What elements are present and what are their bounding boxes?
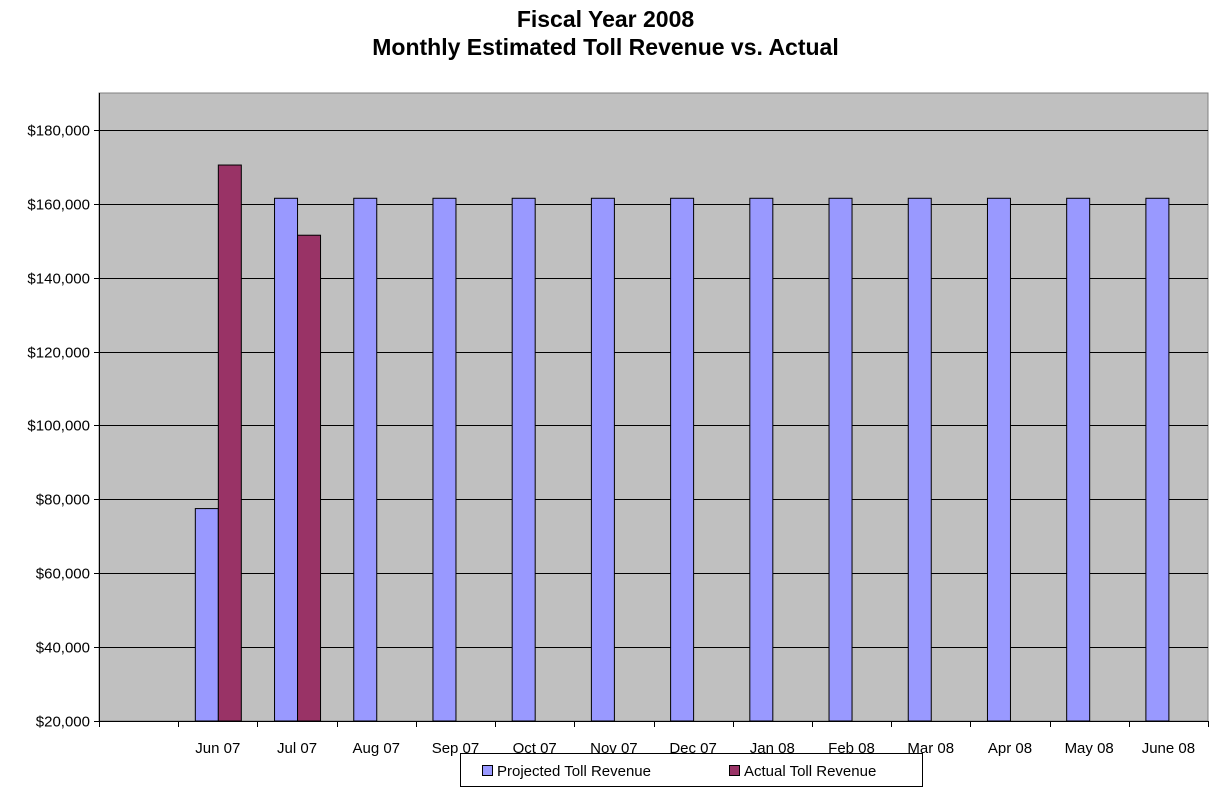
x-tick-label: May 08 xyxy=(1065,740,1114,757)
x-tick-label: Oct 07 xyxy=(513,740,557,757)
y-tick-label: $60,000 xyxy=(36,566,90,583)
bar xyxy=(194,508,219,722)
chart-title: Fiscal Year 2008 xyxy=(516,6,695,32)
legend-swatch xyxy=(482,765,493,776)
x-tick-label: Jul 07 xyxy=(277,740,317,757)
y-tick-label: $100,000 xyxy=(27,418,90,435)
y-tick-label: $40,000 xyxy=(36,640,90,657)
x-tick-label: Dec 07 xyxy=(669,740,717,757)
bar xyxy=(274,197,299,722)
bar xyxy=(353,197,378,722)
bar xyxy=(907,197,932,722)
x-tick-label: Jan 08 xyxy=(750,740,795,757)
bar xyxy=(1145,197,1170,722)
y-tick-label: $140,000 xyxy=(27,271,90,288)
legend-label: Projected Toll Revenue xyxy=(497,763,651,780)
axes: $20,000 $40,000 $60,000 $80,000 $100,000 $120… xyxy=(27,93,1209,757)
legend-label: Actual Toll Revenue xyxy=(744,763,876,780)
x-tick-label: Feb 08 xyxy=(828,740,875,757)
bar xyxy=(590,197,615,722)
bar xyxy=(217,164,242,722)
legend: Projected Toll Revenue Actual Toll Revenu… xyxy=(460,753,923,787)
bar xyxy=(828,197,853,722)
x-tick-label: June 08 xyxy=(1142,740,1195,757)
x-tick-label: Mar 08 xyxy=(907,740,954,757)
y-tick-label: $20,000 xyxy=(36,714,90,731)
y-tick-label: $160,000 xyxy=(27,197,90,214)
y-tick-label: $80,000 xyxy=(36,492,90,509)
bar xyxy=(297,234,322,722)
x-tick-label: Sep 07 xyxy=(432,740,480,757)
legend-swatch xyxy=(729,765,740,776)
bar xyxy=(1066,197,1091,722)
x-tick-label: Apr 08 xyxy=(988,740,1032,757)
bar xyxy=(986,197,1011,722)
bar xyxy=(670,197,695,722)
x-tick-label: Jun 07 xyxy=(195,740,240,757)
chart-subtitle: Monthly Estimated Toll Revenue vs. Actua… xyxy=(372,34,839,60)
plot-area xyxy=(98,92,1209,722)
x-tick-label: Aug 07 xyxy=(352,740,400,757)
legend-box xyxy=(460,753,923,787)
y-tick-label: $180,000 xyxy=(27,123,90,140)
bar xyxy=(511,197,536,722)
bar xyxy=(749,197,774,722)
x-tick-label: Nov 07 xyxy=(590,740,638,757)
bar xyxy=(432,197,457,722)
y-tick-label: $120,000 xyxy=(27,345,90,362)
